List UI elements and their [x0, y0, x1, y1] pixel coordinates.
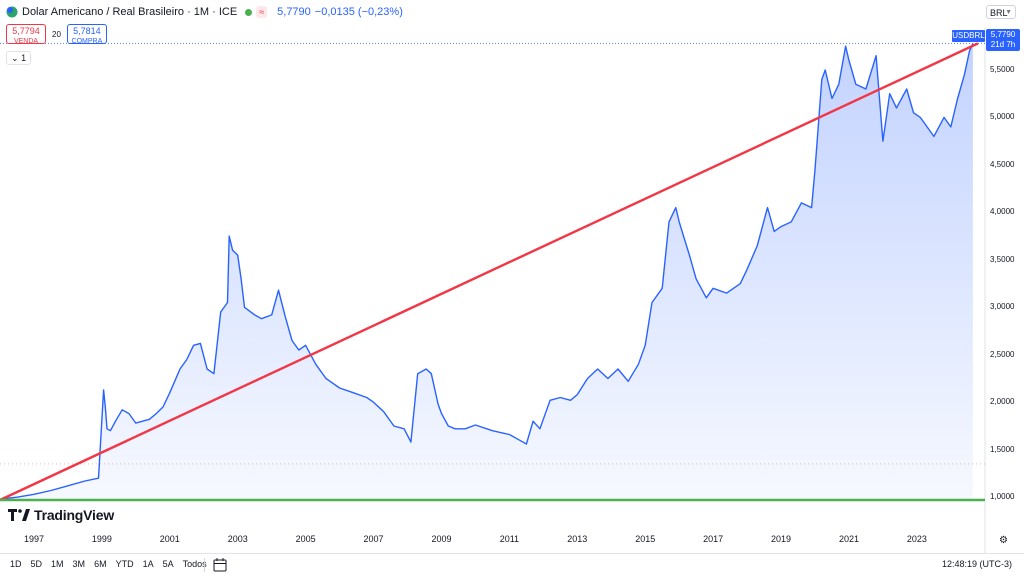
- price-change: −0,0135 (−0,23%): [314, 6, 403, 18]
- spread-value: 20: [52, 29, 61, 39]
- gear-icon[interactable]: ⚙: [999, 535, 1008, 546]
- x-tick-label: 2009: [431, 534, 452, 544]
- y-tick-label: 3,0000: [990, 302, 1015, 312]
- x-tick-label: 2003: [227, 534, 248, 544]
- last-price: 5,7790: [277, 6, 311, 18]
- price-series-line: [0, 43, 974, 500]
- y-tick-label: 3,5000: [990, 254, 1015, 264]
- range-3m[interactable]: 3M: [72, 559, 86, 569]
- indicator-count: 1: [21, 53, 27, 63]
- x-tick-label: 2005: [295, 534, 316, 544]
- logo-text: TradingView: [34, 507, 115, 523]
- sell-button[interactable]: 5,7794 VENDA: [6, 24, 46, 45]
- x-tick-label: 2017: [703, 534, 724, 544]
- range-todos[interactable]: Todos: [182, 559, 207, 569]
- y-tick-label: 2,5000: [990, 349, 1015, 359]
- x-tick-label: 2007: [363, 534, 384, 544]
- y-tick-label: 4,5000: [990, 159, 1015, 169]
- chart-title[interactable]: Dolar Americano / Real Brasileiro · 1M ·…: [22, 6, 238, 18]
- chart-header: Dolar Americano / Real Brasileiro · 1M ·…: [6, 4, 403, 20]
- y-tick-label: 2,0000: [990, 397, 1015, 407]
- x-tick-label: 2011: [499, 534, 520, 544]
- price-tag-value: 5,7790: [990, 30, 1016, 39]
- buy-price: 5,7814: [73, 26, 101, 36]
- time-range-selector: 1D 5D 1M 3M 6M YTD 1A 5A Todos: [10, 559, 207, 569]
- x-tick-label: 2019: [771, 534, 792, 544]
- currency-pair-icon: [6, 6, 18, 18]
- indicators-toggle-button[interactable]: ⌄ 1: [6, 51, 32, 65]
- x-tick-label: 2013: [567, 534, 588, 544]
- y-tick-label: 4,0000: [990, 207, 1015, 217]
- y-tick-label: 5,5000: [990, 64, 1015, 74]
- chevron-down-icon: ▼: [1005, 9, 1012, 16]
- symbol-tag: USDBRL: [952, 30, 985, 42]
- x-tick-label: 2023: [906, 534, 927, 544]
- calendar-icon[interactable]: [213, 557, 227, 572]
- x-tick-label: 1999: [91, 534, 112, 544]
- currency-value: BRL: [990, 8, 1008, 18]
- x-tick-label: 2015: [635, 534, 656, 544]
- toolbar-divider: [204, 558, 205, 572]
- x-tick-label: 2001: [159, 534, 180, 544]
- range-5d[interactable]: 5D: [30, 559, 43, 569]
- quote-boxes: 5,7794 VENDA 20 5,7814 COMPRA: [6, 24, 107, 45]
- trend-line: [0, 42, 979, 502]
- clock-readout[interactable]: 12:48:19 (UTC-3): [942, 559, 1013, 569]
- range-1m[interactable]: 1M: [51, 559, 64, 569]
- y-tick-label: 1,0000: [990, 492, 1015, 502]
- y-tick-label: 5,0000: [990, 112, 1015, 122]
- x-tick-label: 2021: [838, 534, 859, 544]
- price-tag-countdown: 21d 7h: [990, 40, 1016, 49]
- range-1a[interactable]: 1A: [142, 559, 154, 569]
- market-status-dot: [245, 8, 253, 16]
- currency-select[interactable]: BRL ▼: [986, 5, 1016, 19]
- tradingview-logo[interactable]: TradingView: [8, 507, 114, 523]
- buy-button[interactable]: 5,7814 COMPRA: [66, 24, 107, 45]
- range-ytd[interactable]: YTD: [115, 559, 134, 569]
- tradingview-logo-icon: [8, 509, 30, 521]
- range-1d[interactable]: 1D: [10, 559, 22, 569]
- sell-price: 5,7794: [12, 26, 40, 36]
- data-flag-badge[interactable]: ≈: [256, 6, 268, 18]
- bottom-toolbar: 1D 5D 1M 3M 6M YTD 1A 5A Todos 12:48:19 (UTC-3): [0, 553, 1024, 577]
- y-tick-label: 1,5000: [990, 444, 1015, 454]
- last-price-tag: 5,7790 21d 7h: [986, 29, 1020, 51]
- sell-label: VENDA: [13, 38, 39, 45]
- chevron-down-icon: ⌄: [11, 53, 19, 63]
- range-6m[interactable]: 6M: [94, 559, 107, 569]
- buy-label: COMPRA: [71, 38, 103, 45]
- range-5a[interactable]: 5A: [162, 559, 174, 569]
- x-tick-label: 1997: [23, 534, 44, 544]
